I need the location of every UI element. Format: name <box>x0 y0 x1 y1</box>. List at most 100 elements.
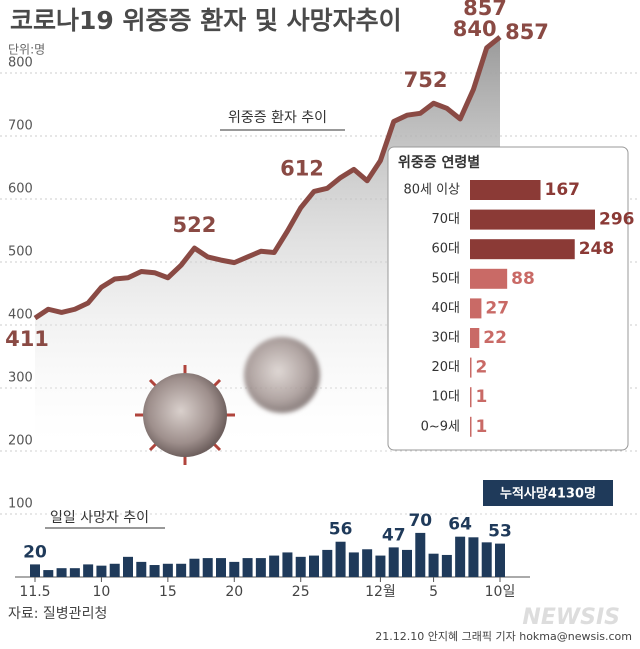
data-label: 64 <box>448 515 472 535</box>
category-label: 50대 <box>431 271 460 286</box>
y-tick-label: 600 <box>8 182 33 197</box>
x-tick-label: 10일 <box>485 584 516 600</box>
death-bar <box>388 547 399 577</box>
death-bar <box>189 558 200 577</box>
data-label: 20 <box>23 542 47 562</box>
value-label: 2 <box>476 358 488 378</box>
value-label: 248 <box>579 239 615 259</box>
unit-label: 단위:명 <box>8 43 45 57</box>
death-bar <box>242 558 253 577</box>
death-bar <box>30 564 40 577</box>
category-label: 0~9세 <box>421 419 460 434</box>
credit: 21.12.10 안지혜 그래픽 기자 hokma@newsis.com <box>375 630 632 643</box>
x-tick-label: 20 <box>225 584 243 600</box>
data-label: 840 <box>453 17 497 41</box>
death-bar <box>375 555 386 577</box>
y-tick-label: 200 <box>8 434 33 449</box>
area-fill <box>35 37 500 576</box>
y-tick-label: 500 <box>8 245 33 260</box>
data-label: 857 <box>463 0 507 20</box>
death-bar <box>481 542 492 577</box>
value-label: 296 <box>599 210 635 230</box>
category-label: 30대 <box>431 331 460 346</box>
death-bar <box>56 568 67 577</box>
death-bar <box>96 565 107 577</box>
line-series <box>33 35 502 321</box>
bar <box>470 328 480 348</box>
x-tick-label: 5 <box>429 584 438 600</box>
y-tick-label: 400 <box>8 308 33 323</box>
source: 자료: 질병관리청 <box>8 606 107 622</box>
background-layer: 100 200 300 400 500 600 700 800 <box>0 37 640 576</box>
death-bar <box>202 558 213 577</box>
death-bar <box>309 555 319 577</box>
category-label: 70대 <box>431 212 460 227</box>
category-label: 80세 이상 <box>403 183 460 198</box>
x-tick-label: 12월 <box>365 584 396 600</box>
bar <box>470 239 575 260</box>
watermark: NEWSIS <box>522 605 620 630</box>
death-bar <box>362 549 373 577</box>
death-bar <box>282 552 293 577</box>
bar <box>470 268 508 289</box>
value-label: 27 <box>485 298 509 318</box>
y-tick-label: 100 <box>8 497 33 512</box>
y-tick-label: 300 <box>8 371 33 386</box>
series-label: 위중증 환자 추이 <box>228 110 327 126</box>
death-bar <box>455 536 466 577</box>
x-tick-label: 11.5 <box>19 584 50 600</box>
death-bar <box>162 563 173 577</box>
y-tick-label: 700 <box>8 119 33 134</box>
inset-title: 위중증 연령별 <box>398 154 480 171</box>
death-bar <box>176 563 187 577</box>
x-tick-label: 25 <box>292 584 310 600</box>
value-label: 22 <box>483 328 507 348</box>
death-bar <box>269 555 280 577</box>
death-bar <box>495 543 505 577</box>
death-bar <box>109 563 120 577</box>
data-label: 522 <box>173 213 217 237</box>
death-bar <box>255 558 266 577</box>
series-label: 일일 사망자 추이 <box>50 510 149 526</box>
data-label: 70 <box>408 511 432 531</box>
data-label: 612 <box>280 156 324 180</box>
death-bar <box>149 565 160 577</box>
death-bar <box>415 532 426 577</box>
death-bar <box>69 568 80 577</box>
value-label: 88 <box>511 269 535 289</box>
data-label: 47 <box>382 525 406 545</box>
death-bar <box>468 537 479 577</box>
category-label: 20대 <box>431 360 460 375</box>
chart-title: 코로나19 위중증 환자 및 사망자추이 <box>10 6 402 35</box>
death-bar <box>136 561 147 577</box>
bar <box>470 180 541 200</box>
bar <box>470 298 482 319</box>
y-tick-label: 800 <box>8 56 33 71</box>
data-label: 56 <box>329 520 353 540</box>
category-label: 60대 <box>431 242 460 257</box>
value-label: 1 <box>476 417 488 437</box>
value-label: 167 <box>545 180 581 200</box>
annotation: 누적사망4130명 <box>500 486 596 502</box>
death-bar <box>322 549 333 577</box>
bar <box>470 209 595 230</box>
bar <box>470 416 472 437</box>
death-bar <box>216 558 226 577</box>
death-bar <box>348 552 359 577</box>
data-label: 411 <box>5 327 49 351</box>
death-bar <box>428 553 439 577</box>
category-label: 10대 <box>431 390 460 405</box>
death-bar <box>335 541 346 577</box>
death-bar <box>83 564 94 577</box>
death-bar <box>295 556 306 577</box>
x-tick-label: 10 <box>93 584 111 600</box>
data-label: 857 <box>505 20 549 44</box>
category-label: 40대 <box>431 301 460 316</box>
data-label: 752 <box>404 68 448 92</box>
death-bar <box>43 570 54 577</box>
value-label: 1 <box>476 387 488 407</box>
death-bar <box>441 554 452 577</box>
x-tick-label: 15 <box>159 584 177 600</box>
